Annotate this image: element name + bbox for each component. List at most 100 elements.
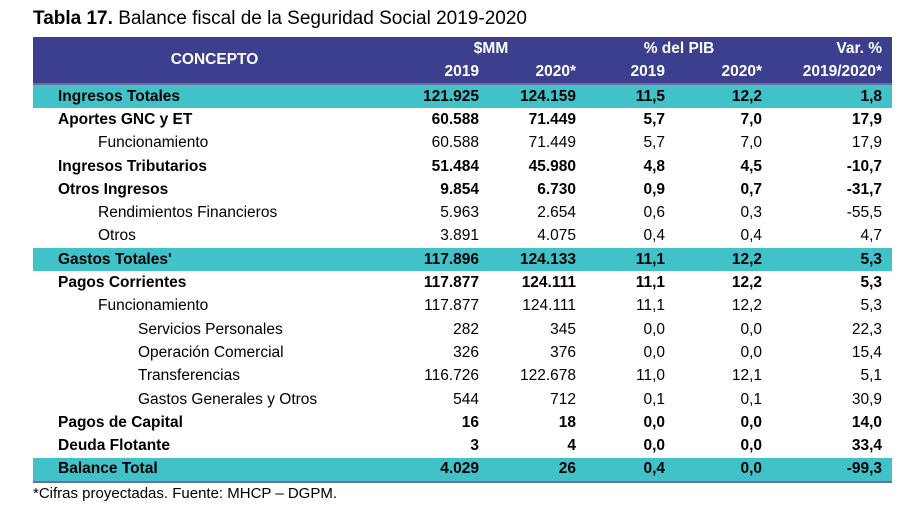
- table-row: Gastos Totales' 117.896 124.133 11,1 12,…: [33, 248, 893, 272]
- header-group-pib: % del PIB: [586, 37, 773, 60]
- row-mm-2020: 71.449: [528, 110, 577, 128]
- row-mm-2019: 121.925: [396, 82, 489, 109]
- row-pib-2019: 0,0: [643, 413, 666, 431]
- row-var: 5,3: [860, 297, 883, 315]
- row-concept: Ingresos Totales: [33, 82, 396, 109]
- row-concept: Funcionamiento: [98, 134, 209, 152]
- row-concept: Balance Total: [33, 457, 396, 484]
- table-row: Otros 3.891 4.075 0,4 0,4 4,7: [33, 225, 892, 248]
- row-pib-2019: 11,5: [586, 82, 676, 109]
- row-mm-2019: 9.854: [440, 180, 479, 198]
- footnote: *Cifras proyectadas. Fuente: MHCP – DGPM…: [33, 485, 337, 502]
- row-mm-2019: 3.891: [440, 227, 479, 245]
- header-pib-2020: 2020*: [675, 60, 773, 84]
- row-mm-2019: 16: [461, 413, 479, 431]
- table-row: Aportes GNC y ET 60.588 71.449 5,7 7,0 1…: [33, 108, 892, 131]
- row-pib-2019: 11,0: [635, 367, 666, 385]
- row-concept: Transferencias: [138, 367, 240, 385]
- header-mm-2019: 2019: [396, 60, 489, 84]
- fiscal-balance-table: CONCEPTO $MM % del PIB Var. % 2019 2020*…: [33, 37, 893, 484]
- row-mm-2019: 116.726: [424, 367, 479, 385]
- row-pib-2020: 0,0: [740, 413, 763, 431]
- row-pib-2019: 0,1: [643, 390, 666, 408]
- row-pib-2020: 12,2: [675, 248, 773, 272]
- row-pib-2020: 0,4: [740, 227, 763, 245]
- row-pib-2019: 5,7: [643, 134, 666, 152]
- row-pib-2019: 0,9: [643, 180, 666, 198]
- table-row: Ingresos Totales 121.925 124.159 11,5 12…: [33, 82, 893, 109]
- row-mm-2020: 4.075: [537, 227, 577, 245]
- row-pib-2019: 0,6: [643, 204, 666, 222]
- row-var: -99,3: [772, 457, 893, 484]
- header-group-var: Var. %: [772, 37, 893, 60]
- row-mm-2020: 124.133: [489, 248, 587, 272]
- row-var: 5,1: [860, 367, 883, 385]
- row-mm-2019: 4.029: [396, 457, 489, 484]
- table-row: Pagos Corrientes 117.877 124.111 11,1 12…: [33, 271, 892, 294]
- row-mm-2020: 124.111: [521, 274, 577, 292]
- row-mm-2020: 71.449: [528, 134, 577, 152]
- table-row: Rendimientos Financieros 5.963 2.654 0,6…: [33, 201, 892, 224]
- row-pib-2020: 12,2: [731, 297, 763, 315]
- row-pib-2019: 0,4: [586, 457, 676, 484]
- row-pib-2019: 0,0: [643, 343, 666, 361]
- row-mm-2020: 2.654: [537, 204, 577, 222]
- row-mm-2020: 376: [550, 343, 577, 361]
- row-concept: Servicios Personales: [138, 320, 283, 338]
- row-pib-2019: 11,1: [586, 248, 676, 272]
- row-pib-2020: 7,0: [740, 134, 763, 152]
- table-row: Transferencias 116.726 122.678 11,0 12,1…: [33, 365, 892, 388]
- row-pib-2020: 12,2: [675, 82, 773, 109]
- row-mm-2019: 117.877: [424, 297, 479, 315]
- row-var: 14,0: [851, 413, 883, 431]
- table-row: Ingresos Tributarios 51.484 45.980 4,8 4…: [33, 155, 892, 178]
- row-pib-2019: 11,1: [635, 297, 666, 315]
- row-mm-2020: 4: [567, 437, 577, 455]
- table-row: Funcionamiento 117.877 124.111 11,1 12,2…: [33, 295, 892, 318]
- row-mm-2019: 60.588: [431, 110, 479, 128]
- header-concept: CONCEPTO: [33, 37, 396, 84]
- row-mm-2019: 60.588: [431, 134, 479, 152]
- table-row: Operación Comercial 326 376 0,0 0,0 15,4: [33, 341, 892, 364]
- row-mm-2019: 5.963: [440, 204, 479, 222]
- row-concept: Deuda Flotante: [58, 437, 170, 455]
- row-mm-2019: 51.484: [431, 157, 479, 175]
- header-pib-2019: 2019: [586, 60, 676, 84]
- row-concept: Pagos Corrientes: [58, 274, 187, 292]
- row-mm-2019: 326: [453, 343, 479, 361]
- row-var: 5,3: [772, 248, 893, 272]
- header-group-mm: $MM: [396, 37, 587, 60]
- row-concept: Otros Ingresos: [58, 180, 169, 198]
- row-mm-2020: 124.111: [522, 297, 577, 315]
- row-var: 17,9: [851, 110, 883, 128]
- row-pib-2020: 0,0: [675, 457, 773, 484]
- row-pib-2020: 0,1: [740, 390, 763, 408]
- row-pib-2020: 0,7: [740, 180, 763, 198]
- table-row: Otros Ingresos 9.854 6.730 0,9 0,7 -31,7: [33, 178, 892, 201]
- row-var: 4,7: [860, 227, 883, 245]
- row-var: 30,9: [851, 390, 883, 408]
- row-mm-2020: 6.730: [537, 180, 577, 198]
- row-pib-2020: 0,3: [740, 204, 763, 222]
- row-concept: Rendimientos Financieros: [98, 204, 278, 222]
- row-pib-2020: 12,1: [731, 367, 763, 385]
- row-pib-2019: 11,1: [635, 274, 666, 292]
- row-var: 17,9: [851, 134, 883, 152]
- header-var-period: 2019/2020*: [772, 60, 893, 84]
- table-row: Pagos de Capital 16 18 0,0 0,0 14,0: [33, 411, 892, 434]
- row-var: -55,5: [846, 204, 883, 222]
- row-concept: Aportes GNC y ET: [58, 110, 193, 128]
- table-row: Deuda Flotante 3 4 0,0 0,0 33,4: [33, 434, 892, 457]
- row-mm-2019: 282: [453, 320, 479, 338]
- row-mm-2020: 122.678: [519, 367, 577, 385]
- row-var: -10,7: [846, 157, 883, 175]
- row-pib-2019: 0,4: [643, 227, 666, 245]
- row-var: 33,4: [851, 437, 883, 455]
- table-row: Balance Total 4.029 26 0,4 0,0 -99,3: [33, 457, 893, 484]
- row-mm-2020: 26: [489, 457, 587, 484]
- row-mm-2019: 3: [470, 437, 479, 455]
- row-var: 22,3: [851, 320, 883, 338]
- row-var: 1,8: [772, 82, 893, 109]
- row-concept: Ingresos Tributarios: [58, 157, 208, 175]
- table-row: Servicios Personales 282 345 0,0 0,0 22,…: [33, 318, 892, 341]
